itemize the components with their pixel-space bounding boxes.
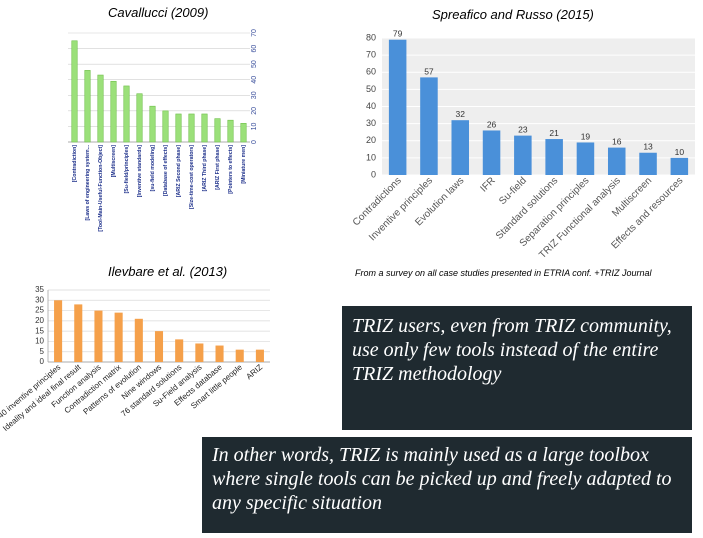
chart1-x-label: [ARIZ Third phase] [202, 145, 208, 192]
chart1-bar [175, 113, 182, 143]
chart3-x-label: ARIZ [244, 363, 264, 382]
chart3-bar [235, 349, 244, 362]
chart2-value-label: 79 [393, 29, 403, 39]
chart3-bar [154, 331, 164, 362]
chart3-y-tick: 10 [35, 337, 44, 346]
chart2-value-label: 13 [643, 142, 653, 152]
chart2-y-tick: 80 [366, 32, 376, 42]
chart1-x-label: [Inventive standards] [137, 145, 143, 197]
chart1-bar [162, 110, 169, 143]
chart3-bar [94, 310, 103, 362]
chart3-bar [74, 304, 83, 362]
triz-users-callout: TRIZ users, even from TRIZ community, us… [342, 306, 692, 430]
chart1-bar [123, 85, 130, 143]
chart2-value-label: 32 [456, 109, 466, 119]
chart2-value-label: 57 [424, 66, 434, 76]
chart3-y-tick: 35 [35, 285, 44, 294]
chart2-y-tick: 30 [366, 118, 376, 128]
chart1-y-tick: 30 [251, 91, 258, 99]
chart1-x-label: [ARIZ Second phase] [176, 145, 182, 197]
chart3-bar [54, 300, 63, 362]
chart2-bar [639, 152, 657, 175]
chart2-y-tick: 0 [371, 169, 376, 179]
chart2-bar [388, 39, 407, 176]
chart1-y-tick: 50 [251, 60, 258, 68]
chart1-bar [71, 40, 78, 143]
chart2-y-tick: 40 [366, 101, 376, 111]
chart1-x-label: [Laws of engineering system... [85, 144, 91, 220]
chart1-x-label: [su-field modeling] [150, 145, 156, 192]
chart2-value-label: 23 [518, 125, 528, 135]
chart2-value-label: 10 [675, 147, 685, 157]
chart2-x-label: IFR [479, 175, 498, 194]
chart2-bar [482, 130, 501, 175]
chart1-x-label: [Database of effects] [163, 145, 169, 196]
chart1-x-label: [Multiscreen] [111, 145, 117, 178]
chart1-cavallucci: 0 10 20 30 40 50 60 70 [Contradiction] [Laws of e… [68, 29, 258, 232]
chart2-value-label: 16 [612, 137, 622, 147]
chart1-x-label: [Pointers to effects] [228, 145, 234, 194]
chart3-title: Ilevbare et al. (2013) [108, 264, 228, 279]
chart1-bar [97, 74, 104, 143]
chart1-title: Cavallucci (2009) [108, 5, 209, 20]
chart1-y-tick: 70 [251, 29, 258, 37]
chart3-bar [215, 345, 224, 362]
chart2-y-tick: 70 [366, 50, 376, 60]
chart2-value-label: 19 [581, 131, 591, 141]
chart2-y-tick: 50 [366, 84, 376, 94]
chart3-y-tick: 20 [35, 316, 44, 325]
chart2-y-tick: 60 [366, 67, 376, 77]
chart2-bar [514, 135, 532, 175]
chart2-bar [607, 147, 626, 175]
chart2-value-label: 21 [549, 128, 559, 138]
chart1-y-tick: 40 [251, 76, 258, 84]
chart1-bar [149, 105, 156, 143]
chart1-bar [227, 119, 234, 143]
chart1-y-tick: 10 [251, 122, 258, 130]
chart2-bar [420, 77, 438, 175]
chart1-y-tick: 20 [251, 107, 258, 115]
chart1-bar [110, 80, 117, 143]
chart2-source-note: From a survey on all case studies presen… [355, 268, 652, 278]
chart2-y-tick: 20 [366, 135, 376, 145]
chart3-y-tick: 5 [40, 347, 45, 356]
chart1-x-label: [ARIZ First phase] [215, 145, 221, 190]
chart3-bar [134, 318, 143, 362]
chart1-y-tick: 60 [251, 45, 258, 53]
chart1-bar [136, 93, 143, 143]
chart2-bar [451, 120, 470, 175]
chart1-bar [240, 123, 247, 143]
chart3-bar [175, 339, 184, 362]
chart2-bar [670, 157, 689, 175]
chart2-y-tick: 10 [366, 152, 376, 162]
chart3-y-tick: 30 [35, 295, 44, 304]
chart1-x-label: [Su-field/principles] [124, 145, 130, 194]
chart2-bar [545, 139, 563, 175]
chart2-bar [576, 142, 595, 175]
chart1-y-tick: 0 [251, 140, 258, 144]
chart1-x-label: [Size-time-cost operators] [189, 145, 195, 209]
chart1-x-label: [Miniature men] [241, 145, 247, 184]
chart1-x-label: [Tool-Main-Useful-Function-Object] [98, 145, 104, 232]
chart3-y-tick: 25 [35, 306, 44, 315]
chart3-y-tick: 15 [35, 326, 44, 335]
chart1-bar [214, 118, 221, 143]
triz-toolbox-callout: In other words, TRIZ is mainly used as a… [202, 437, 692, 533]
chart1-bar [188, 113, 195, 143]
chart2-value-label: 26 [487, 119, 497, 129]
chart3-y-tick: 0 [40, 357, 45, 366]
chart1-bar [201, 113, 208, 143]
chart1-x-label: [Contradiction] [72, 145, 78, 182]
chart3-bar [114, 312, 123, 362]
chart1-bar [84, 70, 91, 143]
chart3-bar [195, 343, 204, 362]
chart3-bar [255, 349, 264, 362]
chart2-title: Spreafico and Russo (2015) [432, 7, 594, 22]
